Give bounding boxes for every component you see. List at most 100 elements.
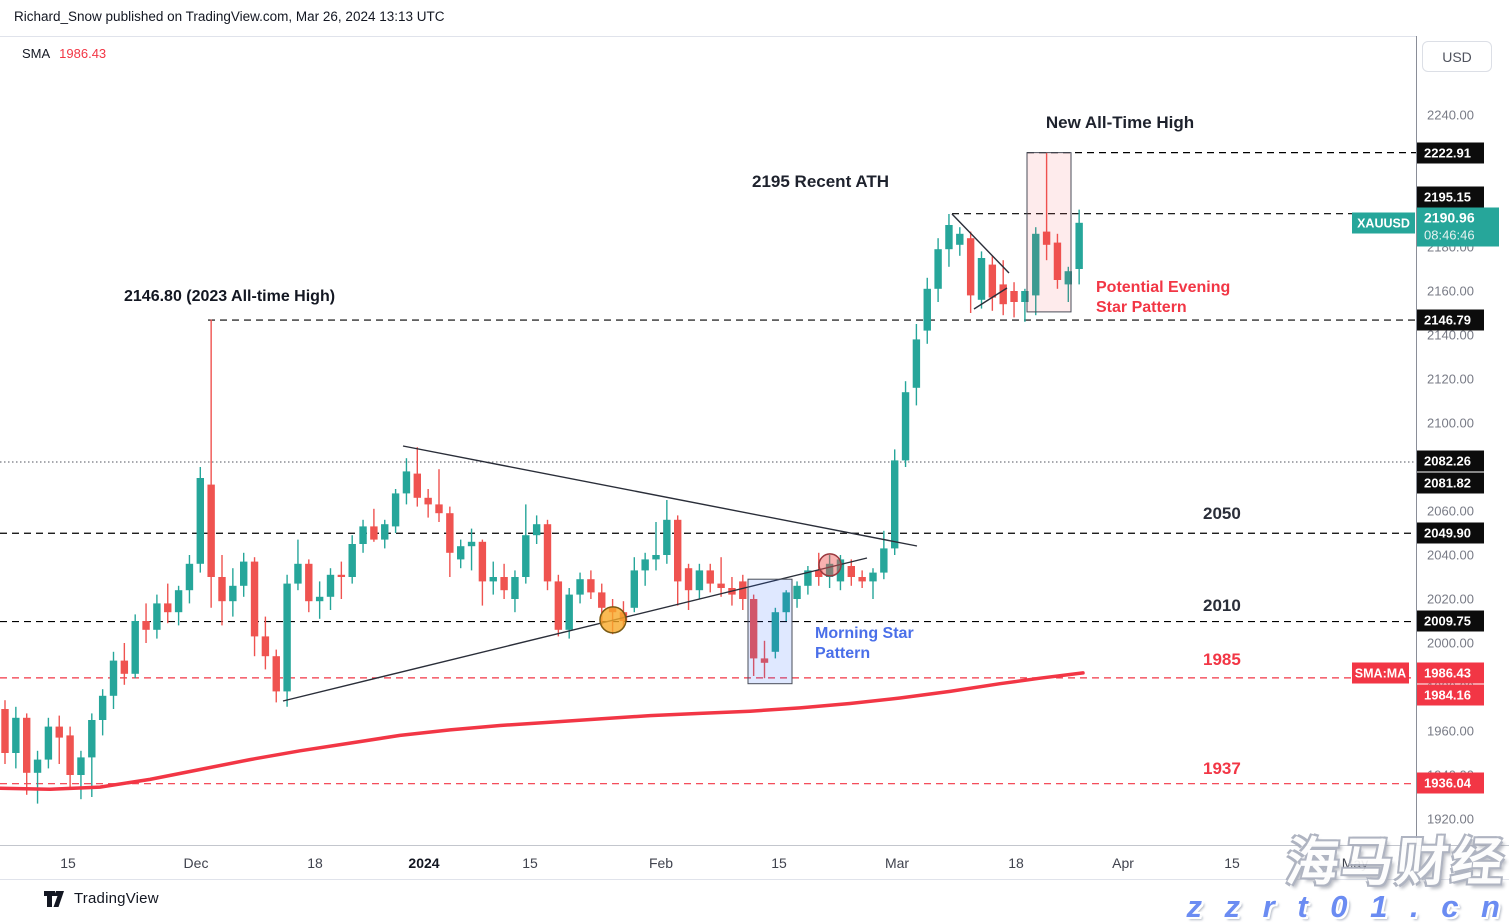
pennant-upper[interactable]	[951, 213, 1010, 274]
candle	[229, 585, 237, 602]
candle	[55, 726, 63, 738]
candle	[359, 526, 367, 544]
price-tick-label: 2020.00	[1427, 591, 1474, 607]
evening-star-label[interactable]: Potential Evening Star Pattern	[1096, 279, 1231, 316]
candle	[1075, 222, 1083, 269]
candle	[391, 493, 400, 527]
candle	[402, 471, 411, 494]
xauusd-axis-label: XAUUSD	[1352, 212, 1415, 234]
candle	[1, 709, 9, 753]
candle	[532, 524, 541, 536]
triangle-lower[interactable]	[282, 557, 868, 702]
candle	[294, 563, 302, 584]
price-axis-border	[1416, 36, 1417, 845]
candle	[370, 526, 378, 540]
price-tick-label: 2100.00	[1427, 415, 1474, 431]
candle	[348, 544, 356, 577]
candle	[923, 288, 931, 331]
candle	[185, 563, 194, 591]
time-tick-label: 15	[1224, 854, 1240, 871]
indicator-price-badge: 1984.16	[1417, 684, 1484, 706]
candle	[825, 563, 834, 577]
price-axis[interactable]: USD 2240.002220.002200.002180.002160.002…	[1417, 36, 1509, 845]
candle	[554, 581, 563, 630]
currency-button[interactable]: USD	[1422, 41, 1492, 72]
candle	[500, 577, 508, 591]
candle	[934, 249, 942, 289]
candle	[782, 592, 790, 613]
candle	[771, 612, 780, 652]
time-tick-label: 2024	[408, 854, 440, 871]
level-2050-label[interactable]: 2050	[1203, 504, 1241, 523]
chart-plot-area[interactable]: SMA 1986.43 New All-Time High 2195 Recent…	[0, 0, 1417, 845]
level-1985-label[interactable]: 1985	[1203, 650, 1241, 669]
candle	[706, 570, 714, 584]
candle	[1042, 231, 1051, 245]
tradingview-brand[interactable]: TradingView	[44, 890, 159, 907]
candle	[467, 541, 476, 547]
candle	[912, 339, 921, 388]
candlestick-chart-canvas[interactable]	[0, 0, 1417, 845]
time-tick-label: 18	[307, 854, 323, 871]
candle	[33, 759, 42, 773]
indicator-name: SMA	[22, 46, 51, 61]
trendline-touch-circle[interactable]	[599, 606, 627, 634]
ath-2023-label[interactable]: 2146.80 (2023 All-time High)	[124, 288, 336, 305]
indicator-legend[interactable]: SMA 1986.43	[22, 46, 106, 61]
candle	[446, 513, 454, 553]
candle	[218, 577, 226, 602]
level-2010-label[interactable]: 2010	[1203, 596, 1241, 615]
candle	[901, 392, 910, 461]
candle	[804, 570, 812, 586]
new-ath-label[interactable]: New All-Time High	[1045, 113, 1195, 132]
time-tick-label: 18	[1008, 854, 1024, 871]
candle	[240, 561, 248, 586]
candle	[1064, 271, 1072, 285]
candle	[695, 570, 704, 591]
candle	[98, 695, 107, 720]
candle	[413, 473, 421, 498]
morning-star-box[interactable]	[747, 578, 793, 685]
price-tick-label: 2040.00	[1427, 547, 1474, 563]
price-line-badge: 2195.15	[1417, 186, 1484, 208]
pennant-lower[interactable]	[973, 287, 1008, 310]
time-tick-label: Dec	[183, 854, 209, 871]
candle	[478, 541, 487, 582]
candle	[674, 519, 682, 582]
price-line-badge: 2081.82	[1417, 472, 1484, 494]
candle	[196, 478, 204, 564]
candle	[869, 572, 877, 582]
time-axis[interactable]: 15 Dec 18 2024 15 Feb 15 Mar 18 Apr 15 May	[0, 845, 1509, 880]
price-tick-label: 1960.00	[1427, 723, 1474, 739]
candle	[164, 603, 172, 613]
candle	[66, 735, 74, 775]
candle	[522, 535, 530, 577]
price-tick-label: 2000.00	[1427, 635, 1474, 651]
candle	[207, 484, 215, 577]
candle	[1021, 291, 1029, 302]
indicator-price-badge: 1986.43	[1417, 662, 1484, 684]
triangle-upper[interactable]	[402, 445, 918, 547]
candlestick-series[interactable]	[1, 152, 1083, 804]
last-price-badge: 2190.96 08:46:46	[1417, 207, 1499, 247]
candle	[880, 548, 888, 573]
resistance-touch-circle[interactable]	[818, 553, 842, 577]
tradingview-logo-icon	[44, 890, 64, 907]
evening-star-box[interactable]	[1026, 152, 1072, 313]
recent-ath-label[interactable]: 2195 Recent ATH	[752, 172, 889, 191]
morning-star-label[interactable]: Morning Star Pattern	[815, 625, 914, 662]
candle	[739, 581, 747, 599]
candle	[1032, 233, 1040, 296]
candle	[847, 566, 855, 577]
chart-top-border	[0, 36, 1509, 37]
level-1937-label[interactable]: 1937	[1203, 759, 1241, 778]
tradingview-brand-label: TradingView	[74, 890, 159, 907]
candle	[142, 621, 150, 630]
sma-line[interactable]	[0, 671, 1085, 792]
candle	[174, 590, 183, 613]
candle	[305, 563, 313, 602]
indicator-value: 1986.43	[59, 46, 107, 61]
time-tick-label: Apr	[1112, 854, 1134, 871]
candle	[435, 504, 443, 514]
